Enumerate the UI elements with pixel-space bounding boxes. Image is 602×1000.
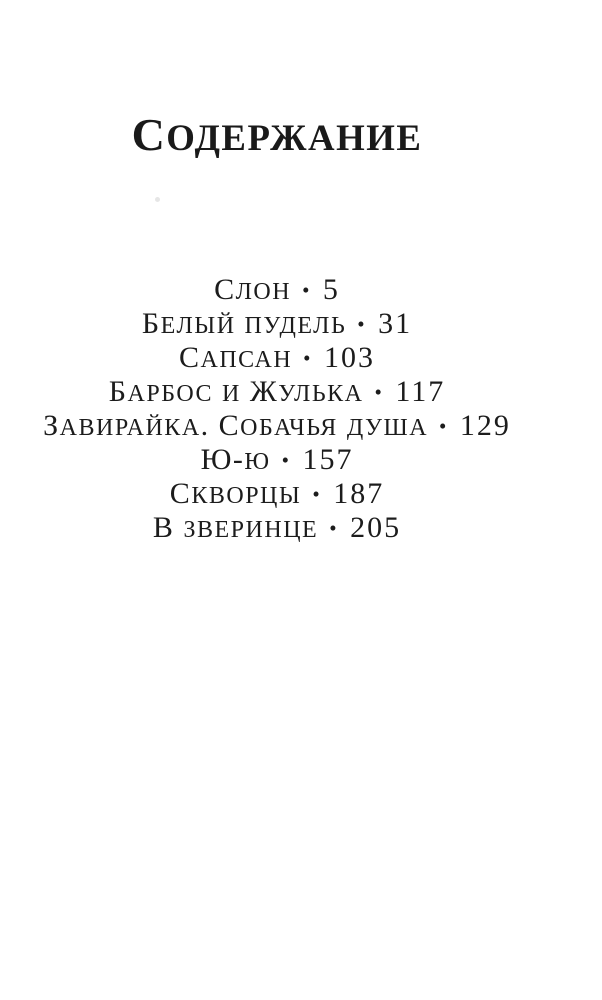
toc-entry-title: Ю-Ю — [200, 443, 271, 476]
toc-entry: В ЗВЕРИНЦЕ • 205 — [0, 511, 554, 545]
bullet-separator: • — [439, 414, 448, 438]
toc-entry: Ю-Ю • 157 — [0, 443, 554, 477]
toc-entry-page: 117 — [395, 375, 446, 408]
toc-entry-page: 31 — [378, 307, 413, 340]
bullet-separator: • — [303, 346, 313, 370]
toc-entry-page: 5 — [322, 273, 340, 306]
toc-entry-page: 103 — [324, 341, 376, 374]
toc-entry: САПСАН • 103 — [0, 341, 554, 375]
bullet-separator: • — [329, 516, 339, 540]
scan-speck-artifact — [155, 197, 160, 202]
page-title: СОДЕРЖАНИЕ — [131, 108, 423, 160]
toc-entry-title: БЕЛЫЙ ПУДЕЛЬ — [141, 307, 347, 340]
toc-entry-page: 187 — [333, 477, 385, 510]
toc-entry: БЕЛЫЙ ПУДЕЛЬ • 31 — [0, 307, 554, 341]
toc-entry-page: 129 — [459, 409, 511, 442]
toc-entry: СКВОРЦЫ • 187 — [0, 477, 554, 511]
toc-entry-title: СЛОН — [214, 273, 292, 306]
toc-list: СЛОН • 5 БЕЛЫЙ ПУДЕЛЬ • 31 САПСАН • 103 БАРБОС… — [0, 273, 554, 545]
bullet-separator: • — [312, 482, 322, 506]
toc-entry-title: В ЗВЕРИНЦЕ — [152, 511, 319, 544]
contents-column: СОДЕРЖАНИЕ СЛОН • 5 БЕЛЫЙ ПУДЕЛЬ • 31 САПСАН… — [0, 108, 554, 545]
toc-entry-title: СКВОРЦЫ — [169, 477, 302, 510]
toc-entry-title: БАРБОС И ЖУЛЬКА — [108, 375, 364, 408]
toc-entry-page: 157 — [302, 443, 354, 476]
toc-entry-title: САПСАН — [178, 341, 293, 374]
toc-entry: СЛОН • 5 — [0, 273, 554, 307]
toc-entry: ЗАВИРАЙКА. СОБАЧЬЯ ДУША • 129 — [0, 409, 554, 443]
bullet-separator: • — [302, 278, 311, 302]
toc-entry-title: ЗАВИРАЙКА. СОБАЧЬЯ ДУША — [43, 409, 429, 442]
toc-entry-page: 205 — [350, 511, 402, 544]
toc-entry: БАРБОС И ЖУЛЬКА • 117 — [0, 375, 554, 409]
bullet-separator: • — [357, 312, 367, 336]
bullet-separator: • — [374, 380, 384, 404]
bullet-separator: • — [281, 448, 291, 472]
